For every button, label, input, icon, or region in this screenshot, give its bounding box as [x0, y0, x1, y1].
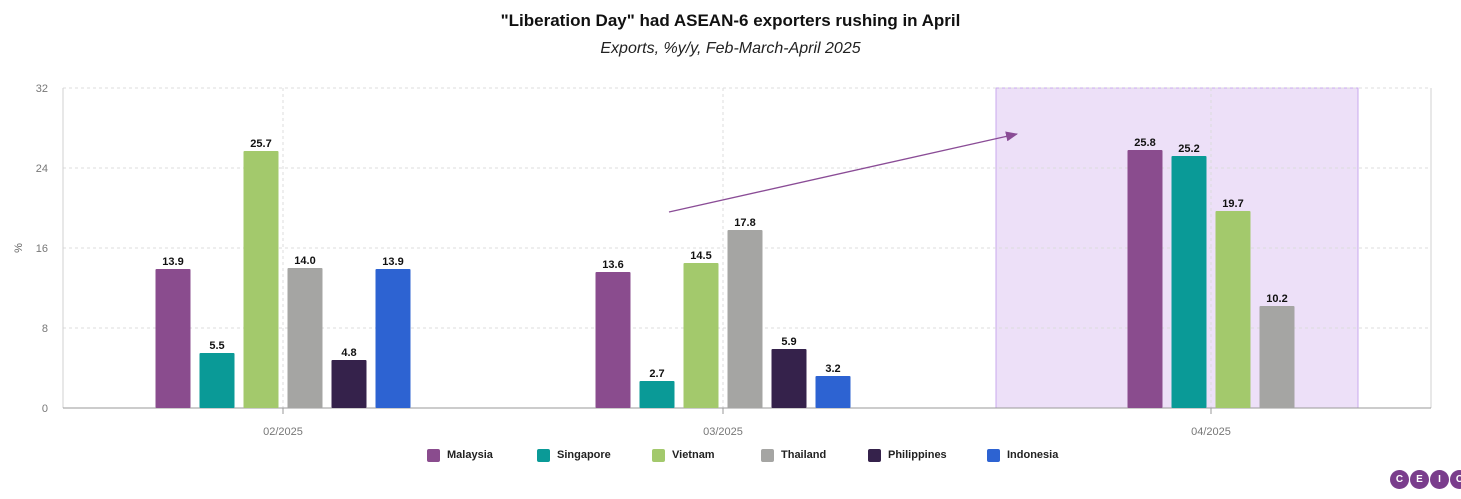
- logo-letter: C: [1450, 470, 1461, 489]
- data-label: 5.5: [209, 340, 224, 352]
- bar: [375, 269, 411, 408]
- data-label: 2.7: [649, 368, 664, 380]
- x-tick-label: 04/2025: [1191, 426, 1231, 438]
- bar: [155, 269, 191, 408]
- legend-swatch: [987, 448, 1000, 462]
- bar: [199, 353, 235, 408]
- legend-label: Philippines: [888, 449, 947, 461]
- bar: [1127, 150, 1163, 408]
- legend-label: Malaysia: [447, 449, 493, 461]
- trend-arrow: [668, 131, 1018, 213]
- logo-letter: C: [1390, 470, 1409, 489]
- data-label: 25.7: [250, 138, 271, 150]
- legend-swatch: [537, 448, 550, 462]
- data-label: 10.2: [1266, 293, 1287, 305]
- bar: [595, 272, 631, 408]
- legend-item[interactable]: Singapore: [537, 447, 611, 463]
- bar: [683, 263, 719, 408]
- legend-swatch: [652, 448, 665, 462]
- legend-label: Singapore: [557, 449, 611, 461]
- y-tick-label: 24: [36, 163, 48, 175]
- legend-item[interactable]: Vietnam: [652, 447, 715, 463]
- bar: [1171, 156, 1207, 408]
- legend: Malaysia Singapore Vietnam Thailand Philippi…: [0, 447, 1461, 463]
- data-label: 13.9: [162, 256, 183, 268]
- legend-item[interactable]: Thailand: [761, 447, 826, 463]
- legend-swatch: [761, 448, 774, 462]
- legend-item[interactable]: Indonesia: [987, 447, 1058, 463]
- bar: [1259, 306, 1295, 408]
- bar: [287, 268, 323, 408]
- data-label: 13.9: [382, 256, 403, 268]
- data-label: 25.8: [1134, 137, 1155, 149]
- chart-subtitle: Exports, %y/y, Feb-March-April 2025: [600, 40, 861, 57]
- chart-title: "Liberation Day" had ASEAN-6 exporters r…: [500, 11, 961, 30]
- legend-swatch: [427, 448, 440, 462]
- bar: [243, 151, 279, 408]
- legend-label: Vietnam: [672, 449, 715, 461]
- x-tick-label: 03/2025: [703, 426, 743, 438]
- data-label: 13.6: [602, 259, 623, 271]
- bar: [331, 360, 367, 408]
- data-label: 14.5: [690, 250, 711, 262]
- bar: [1215, 211, 1251, 408]
- bar: [727, 230, 763, 408]
- legend-item[interactable]: Philippines: [868, 447, 947, 463]
- y-tick-label: 8: [42, 323, 48, 335]
- data-label: 5.9: [781, 336, 796, 348]
- logo-letter: I: [1430, 470, 1449, 489]
- legend-swatch: [868, 448, 881, 462]
- data-label: 19.7: [1222, 198, 1243, 210]
- data-label: 3.2: [825, 363, 840, 375]
- logo-letter: E: [1410, 470, 1429, 489]
- bar: [815, 376, 851, 408]
- data-label: 4.8: [341, 347, 356, 359]
- data-label: 25.2: [1178, 143, 1199, 155]
- x-tick-label: 02/2025: [263, 426, 303, 438]
- y-tick-label: 0: [42, 403, 48, 415]
- data-label: 14.0: [294, 255, 315, 267]
- bar: [771, 349, 807, 408]
- y-tick-label: 16: [36, 243, 48, 255]
- bar: [639, 381, 675, 408]
- legend-label: Thailand: [781, 449, 827, 461]
- y-tick-label: 32: [36, 83, 48, 95]
- legend-item[interactable]: Malaysia: [427, 447, 493, 463]
- y-axis-title: %: [13, 243, 25, 253]
- data-label: 17.8: [734, 217, 755, 229]
- legend-label: Indonesia: [1007, 449, 1059, 461]
